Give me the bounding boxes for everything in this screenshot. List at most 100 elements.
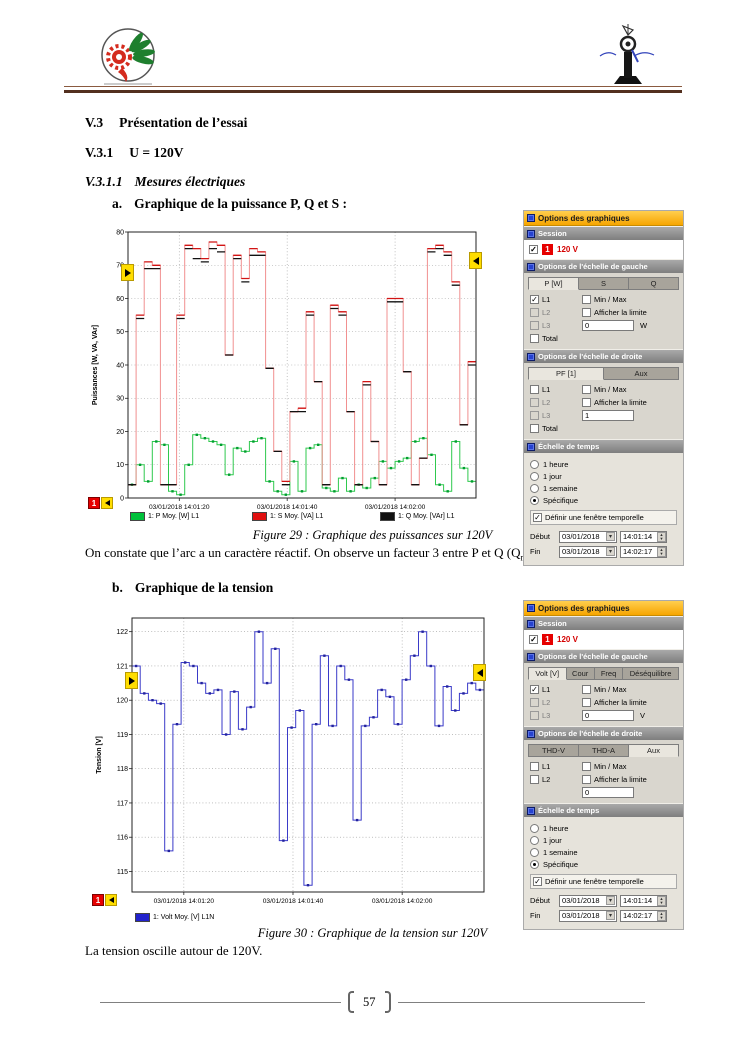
spinner-buttons[interactable]: ▲ ▼: [657, 531, 666, 542]
checkbox-show-limit[interactable]: [582, 775, 591, 784]
checkbox-l1[interactable]: ✓: [530, 295, 539, 304]
right-scale-section-header[interactable]: Options de l'échelle de droite: [524, 727, 683, 740]
left-triangle-icon: [472, 256, 479, 265]
limit-value-input[interactable]: [582, 710, 634, 721]
header-rule-thin: [64, 86, 682, 87]
session-checkbox[interactable]: ✓: [529, 635, 538, 644]
tab-thd-a[interactable]: THD-A: [579, 744, 629, 757]
session-section-header[interactable]: Session: [524, 617, 683, 630]
tab-s[interactable]: S: [579, 277, 629, 290]
tab-p-w[interactable]: P [W]: [528, 277, 579, 290]
checkbox-show-limit[interactable]: [582, 698, 591, 707]
check-icon: ✓: [534, 513, 541, 522]
up-arrow-icon: ▲: [659, 546, 664, 552]
subsection-title: U = 120V: [129, 145, 184, 160]
left-scale-section-header[interactable]: Options de l'échelle de gauche: [524, 260, 683, 273]
subsection-number: V.3.1: [85, 145, 114, 160]
end-time-spinner[interactable]: 14:02:17 ▲ ▼: [620, 909, 667, 922]
session-number-badge: 1: [542, 634, 553, 645]
checkbox-min-max[interactable]: [582, 685, 591, 694]
cursor-home-button[interactable]: [101, 497, 113, 509]
radio-specific[interactable]: [530, 495, 539, 505]
tab-aux[interactable]: Aux: [629, 744, 679, 757]
checkbox-l2[interactable]: [530, 775, 539, 784]
checkbox-total[interactable]: [530, 334, 539, 343]
checkbox-l2[interactable]: [530, 398, 539, 407]
tab-aux[interactable]: Aux: [604, 367, 679, 380]
start-date-dropdown[interactable]: 03/01/2018 ▾: [559, 894, 617, 907]
svg-text:0: 0: [120, 495, 124, 502]
tab-q[interactable]: Q: [629, 277, 679, 290]
limit-value-input[interactable]: [582, 410, 634, 421]
right-cursor-marker[interactable]: [473, 664, 486, 681]
checkbox-time-window[interactable]: ✓: [533, 877, 542, 886]
radio-specific[interactable]: [530, 859, 539, 869]
right-cursor-marker[interactable]: [469, 252, 482, 269]
start-time-spinner[interactable]: 14:01:14 ▲ ▼: [620, 530, 667, 543]
checkbox-show-limit[interactable]: [582, 308, 591, 317]
item-b-heading: b. Graphique de la tension: [112, 580, 274, 595]
checkbox-l1[interactable]: [530, 762, 539, 771]
down-arrow-icon: ▼: [659, 899, 664, 905]
session-section-header[interactable]: Session: [524, 227, 683, 240]
svg-text:121: 121: [116, 663, 128, 670]
svg-text:50: 50: [116, 329, 124, 336]
chevron-down-icon: ▾: [606, 532, 615, 541]
start-date-dropdown[interactable]: 03/01/2018 ▾: [559, 530, 617, 543]
svg-text:116: 116: [117, 835, 128, 842]
tab-freq[interactable]: Freq: [594, 667, 624, 680]
check-icon: ✓: [531, 685, 538, 694]
radio-1-hour[interactable]: [530, 459, 539, 469]
start-time-spinner[interactable]: 14:01:14 ▲ ▼: [620, 894, 667, 907]
left-scale-section-header[interactable]: Options de l'échelle de gauche: [524, 650, 683, 663]
checkbox-l2[interactable]: [530, 698, 539, 707]
svg-text:40: 40: [116, 362, 124, 369]
session-checkbox[interactable]: ✓: [529, 245, 538, 254]
right-scale-section-header[interactable]: Options de l'échelle de droite: [524, 350, 683, 363]
left-cursor-marker[interactable]: [121, 264, 134, 281]
radio-1-day[interactable]: [530, 471, 539, 481]
tab-courant[interactable]: Cour: [566, 667, 595, 680]
power-chart: 0 10 20 30 40 50 60 70 80 03/01/2018 14:01:20 03/0…: [88, 220, 488, 512]
checkbox-l1[interactable]: ✓: [530, 685, 539, 694]
left-cursor-marker[interactable]: [125, 672, 138, 689]
figure-29-caption: Figure 29 : Graphique des puissances sur…: [252, 528, 493, 542]
checkbox-total[interactable]: [530, 424, 539, 433]
time-scale-section-header[interactable]: Échelle de temps: [524, 440, 683, 453]
checkbox-l3[interactable]: [530, 711, 539, 720]
end-time-spinner[interactable]: 14:02:17 ▲ ▼: [620, 545, 667, 558]
radio-1-day[interactable]: [530, 835, 539, 845]
checkbox-l3[interactable]: [530, 321, 539, 330]
tab-pf[interactable]: PF [1]: [528, 367, 604, 380]
checkbox-l2[interactable]: [530, 308, 539, 317]
end-date-dropdown[interactable]: 03/01/2018 ▾: [559, 909, 617, 922]
cursor-home-button[interactable]: [105, 894, 117, 906]
collapse-icon: [527, 729, 535, 738]
checkbox-l3[interactable]: [530, 411, 539, 420]
radio-1-hour[interactable]: [530, 823, 539, 833]
tab-thd-v[interactable]: THD-V: [528, 744, 579, 757]
radio-1-week[interactable]: [530, 483, 539, 493]
checkbox-time-window[interactable]: ✓: [533, 513, 542, 522]
up-arrow-icon: ▲: [659, 531, 664, 537]
spinner-buttons[interactable]: ▲ ▼: [657, 910, 666, 921]
time-scale-section-header[interactable]: Échelle de temps: [524, 804, 683, 817]
spinner-buttons[interactable]: ▲ ▼: [657, 546, 666, 557]
limit-value-input[interactable]: [582, 787, 634, 798]
tab-volt[interactable]: Volt [V]: [528, 667, 567, 680]
collapse-icon: [527, 442, 535, 451]
checkbox-min-max[interactable]: [582, 385, 591, 394]
checkbox-min-max[interactable]: [582, 295, 591, 304]
checkbox-show-limit[interactable]: [582, 398, 591, 407]
tab-desequilibre[interactable]: Déséquilibre: [623, 667, 679, 680]
spinner-buttons[interactable]: ▲ ▼: [657, 895, 666, 906]
limit-value-input[interactable]: [582, 320, 634, 331]
end-date-dropdown[interactable]: 03/01/2018 ▾: [559, 545, 617, 558]
panel-title-bar[interactable]: Options des graphiques: [524, 211, 683, 226]
panel-title-bar[interactable]: Options des graphiques: [524, 601, 683, 616]
checkbox-min-max[interactable]: [582, 762, 591, 771]
radio-1-week[interactable]: [530, 847, 539, 857]
right-triangle-icon: [124, 268, 131, 277]
checkbox-l1[interactable]: [530, 385, 539, 394]
